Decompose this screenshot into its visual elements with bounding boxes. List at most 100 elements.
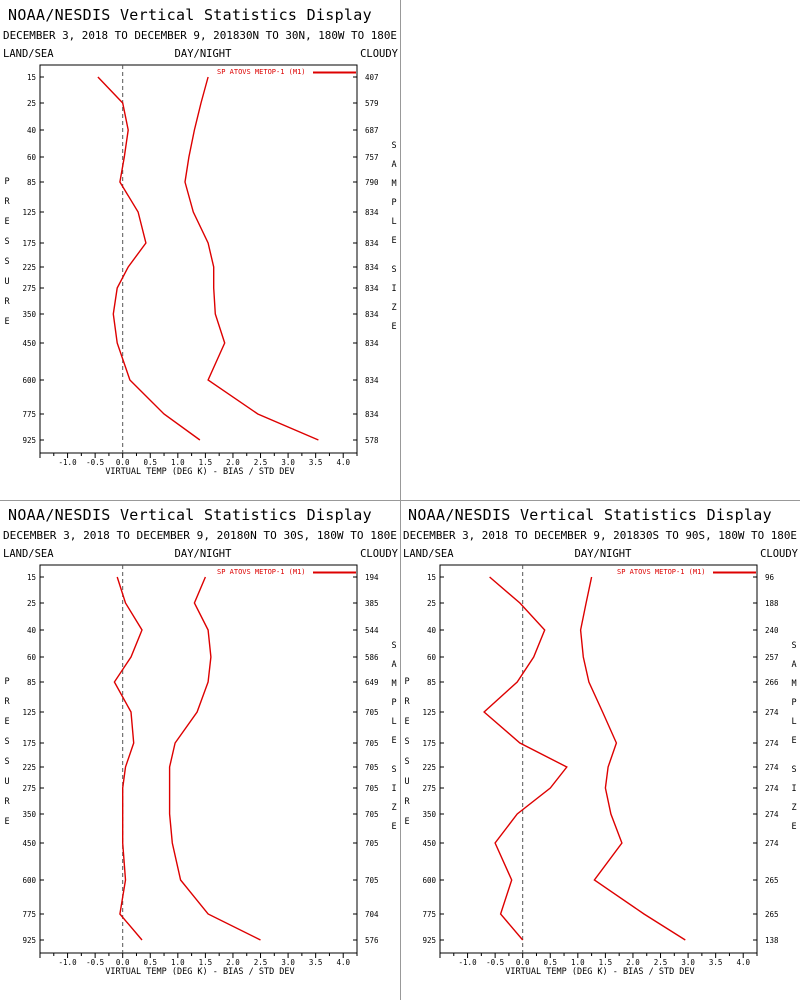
sample-size-label: 705 bbox=[365, 839, 379, 848]
pressure-label: 40 bbox=[427, 626, 437, 635]
sample-size-label: 790 bbox=[365, 178, 379, 187]
x-tick-label: -1.0 bbox=[59, 958, 78, 967]
pressure-label: 175 bbox=[422, 739, 436, 748]
x-tick-label: 0.0 bbox=[116, 458, 130, 467]
chart-subtitle: DECEMBER 3, 2018 TO DECEMBER 9, 201830N … bbox=[3, 30, 397, 42]
pressure-label: 600 bbox=[22, 376, 36, 385]
pressure-label: 275 bbox=[22, 784, 36, 793]
x-tick-label: 0.0 bbox=[516, 958, 530, 967]
sample-size-label: 834 bbox=[365, 310, 379, 319]
sample-size-label: 240 bbox=[765, 626, 779, 635]
pressure-label: 60 bbox=[427, 653, 437, 662]
sample-size-label: 834 bbox=[365, 284, 379, 293]
sample-size-label: 578 bbox=[365, 436, 379, 445]
x-tick-label: -1.0 bbox=[59, 458, 78, 467]
x-tick-label: 4.0 bbox=[736, 958, 750, 967]
corner-label-center: DAY/NIGHT bbox=[575, 548, 633, 560]
vertical-stats-chart: NOAA/NESDIS Vertical Statistics Display D… bbox=[3, 6, 399, 477]
chart-panel-30s-90s: NOAA/NESDIS Vertical Statistics Display D… bbox=[400, 500, 800, 1000]
sample-size-label: 649 bbox=[365, 678, 379, 687]
sample-size-label: 274 bbox=[765, 784, 779, 793]
sample-size-label: 834 bbox=[365, 339, 379, 348]
x-tick-label: -1.0 bbox=[459, 958, 478, 967]
bias-series-line bbox=[97, 76, 201, 441]
pressure-label: 15 bbox=[27, 573, 36, 582]
vertical-stats-chart: NOAA/NESDIS Vertical Statistics Display D… bbox=[403, 506, 799, 977]
chart-title: NOAA/NESDIS Vertical Statistics Display bbox=[8, 506, 372, 524]
chart-panel-30n-30n: NOAA/NESDIS Vertical Statistics Display D… bbox=[0, 0, 400, 500]
pressure-label: 775 bbox=[22, 410, 36, 419]
sample-size-label: 266 bbox=[765, 678, 779, 687]
sample-size-label: 757 bbox=[365, 153, 379, 162]
corner-label-left: LAND/SEA bbox=[403, 548, 454, 560]
corner-label-right: CLOUDY bbox=[360, 548, 399, 560]
x-tick-label: 3.0 bbox=[281, 458, 295, 467]
pressure-label: 60 bbox=[27, 653, 37, 662]
sample-size-label: 96 bbox=[765, 573, 775, 582]
x-tick-label: 4.0 bbox=[336, 458, 350, 467]
pressure-label: 275 bbox=[22, 284, 36, 293]
plot-frame bbox=[439, 564, 758, 954]
x-tick-label: 3.5 bbox=[309, 958, 323, 967]
corner-label-left: LAND/SEA bbox=[3, 48, 54, 60]
sample-size-label: 705 bbox=[365, 876, 379, 885]
stddev-series-line bbox=[184, 76, 319, 441]
sample-size-label: 705 bbox=[365, 810, 379, 819]
chart-panel-0n-30s: NOAA/NESDIS Vertical Statistics Display D… bbox=[0, 500, 400, 1000]
sample-size-label: 274 bbox=[765, 763, 779, 772]
panel-divider-horizontal bbox=[0, 500, 800, 501]
pressure-label: 175 bbox=[22, 239, 36, 248]
pressure-label: 25 bbox=[27, 99, 36, 108]
sample-size-label: 705 bbox=[365, 739, 379, 748]
legend-label: SP ATOVS METOP-1 (M1) bbox=[617, 568, 706, 576]
vertical-stats-chart: NOAA/NESDIS Vertical Statistics Display D… bbox=[3, 506, 399, 977]
x-tick-label: -0.5 bbox=[86, 958, 104, 967]
bias-series-line bbox=[483, 576, 568, 941]
x-tick-label: 3.0 bbox=[281, 958, 295, 967]
stddev-series-line bbox=[579, 576, 686, 941]
pressure-label: 60 bbox=[27, 153, 37, 162]
pressure-label: 450 bbox=[22, 839, 36, 848]
chart-subtitle: DECEMBER 3, 2018 TO DECEMBER 9, 20180N T… bbox=[3, 530, 397, 542]
stddev-series-line bbox=[168, 576, 261, 941]
chart-panel-blank bbox=[400, 0, 800, 500]
pressure-label: 350 bbox=[422, 810, 436, 819]
pressure-label: 350 bbox=[22, 810, 36, 819]
sample-size-label: 705 bbox=[365, 784, 379, 793]
pressure-label: 175 bbox=[22, 739, 36, 748]
x-tick-label: 3.0 bbox=[681, 958, 695, 967]
bias-series-line bbox=[113, 576, 143, 941]
sample-size-label: 834 bbox=[365, 263, 379, 272]
plot-frame bbox=[39, 64, 358, 454]
pressure-label: 25 bbox=[27, 599, 36, 608]
sample-size-label: 407 bbox=[365, 73, 379, 82]
sample-size-label: 704 bbox=[365, 910, 379, 919]
x-tick-label: 1.0 bbox=[571, 958, 585, 967]
x-tick-label: 0.5 bbox=[143, 958, 157, 967]
x-tick-label: 2.5 bbox=[254, 458, 268, 467]
sample-size-label: 834 bbox=[365, 208, 379, 217]
pressure-label: 85 bbox=[27, 678, 36, 687]
pressure-label: 125 bbox=[22, 208, 36, 217]
x-tick-label: 2.0 bbox=[226, 958, 240, 967]
sample-size-label: 586 bbox=[365, 653, 379, 662]
x-tick-label: 2.5 bbox=[654, 958, 668, 967]
sample-size-label: 274 bbox=[765, 839, 779, 848]
sample-size-label: 257 bbox=[765, 653, 779, 662]
x-tick-label: 2.0 bbox=[226, 458, 240, 467]
x-tick-label: -0.5 bbox=[86, 458, 104, 467]
sample-size-label: 265 bbox=[765, 910, 779, 919]
sample-size-label: 834 bbox=[365, 410, 379, 419]
sample-size-label: 274 bbox=[765, 810, 779, 819]
pressure-label: 40 bbox=[27, 126, 37, 135]
pressure-label: 85 bbox=[427, 678, 436, 687]
pressure-label: 225 bbox=[22, 763, 36, 772]
sample-size-label: 576 bbox=[365, 936, 379, 945]
pressure-label: 225 bbox=[22, 263, 36, 272]
plot-frame bbox=[39, 564, 358, 954]
sample-size-label: 274 bbox=[765, 708, 779, 717]
